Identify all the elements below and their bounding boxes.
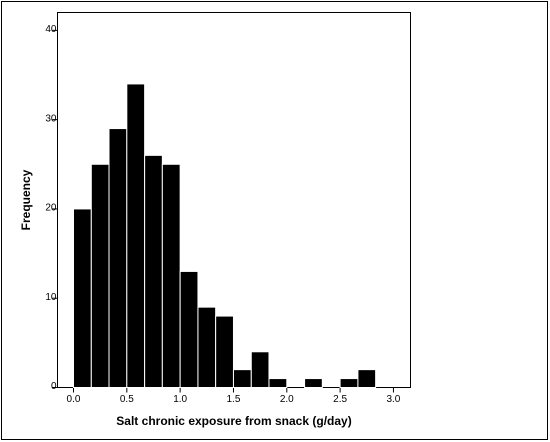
bar	[197, 306, 217, 388]
x-tick-label: 1.0	[173, 394, 187, 405]
bar	[304, 378, 323, 389]
y-tick-label: 20	[45, 203, 57, 214]
bar	[161, 163, 181, 388]
bar	[215, 315, 234, 389]
bar	[250, 351, 270, 388]
y-tick-label: 30	[45, 113, 57, 124]
bar	[90, 163, 110, 388]
bar	[108, 128, 128, 388]
y-tick-label: 10	[45, 292, 57, 303]
bar	[268, 378, 288, 389]
x-tick-label: 3.0	[386, 394, 400, 405]
x-tick-label: 2.0	[280, 394, 294, 405]
bar	[357, 369, 377, 388]
bar	[126, 83, 146, 389]
bar	[232, 369, 252, 388]
bar	[72, 208, 92, 388]
y-axis-label: Frequency	[19, 169, 33, 230]
x-axis-label: Salt chronic exposure from snack (g/day)	[116, 414, 351, 428]
bar	[144, 154, 163, 388]
y-tick-label: 40	[45, 24, 57, 35]
x-tick-label: 0.5	[120, 394, 134, 405]
x-tick-label: 2.5	[333, 394, 347, 405]
bar	[339, 378, 359, 389]
bar	[179, 270, 199, 388]
x-tick-label: 0.0	[67, 394, 81, 405]
x-tick-label: 1.5	[227, 394, 241, 405]
y-tick-label: 0	[51, 381, 57, 392]
